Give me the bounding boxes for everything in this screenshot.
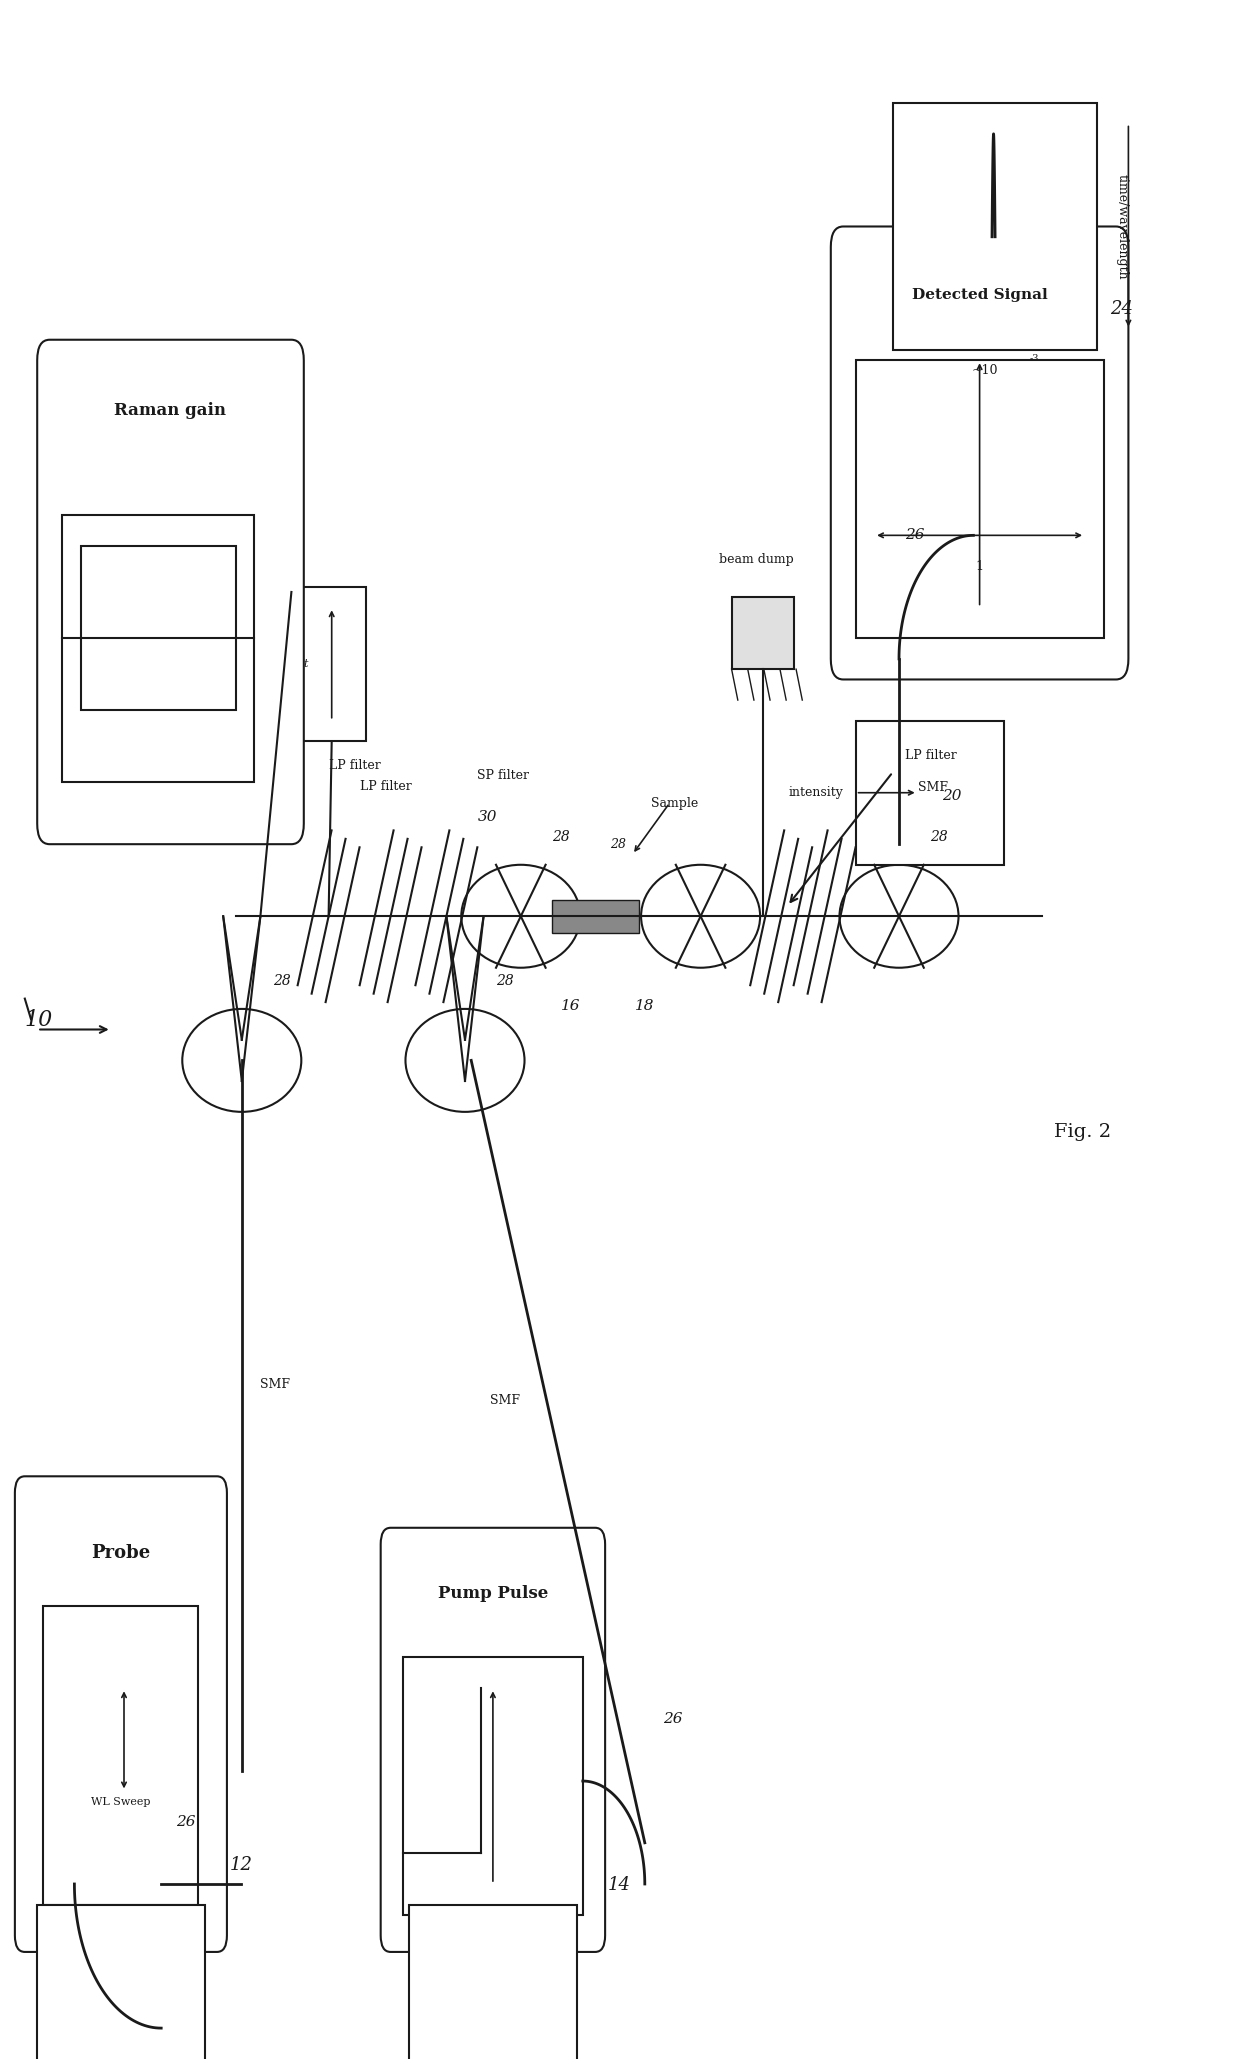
Text: SMF: SMF [260, 1377, 290, 1392]
Ellipse shape [839, 865, 959, 968]
Bar [81, 546, 236, 710]
Text: 26: 26 [905, 529, 925, 542]
Text: 10: 10 [25, 1009, 53, 1032]
Bar [552, 900, 639, 933]
Text: ~10: ~10 [972, 364, 998, 377]
Text: 28: 28 [496, 974, 513, 988]
Text: Sample: Sample [651, 797, 698, 809]
Text: LP filter: LP filter [329, 760, 381, 772]
Text: 1: 1 [976, 560, 983, 572]
Text: time/wavelength: time/wavelength [1116, 173, 1128, 280]
Text: t: t [304, 659, 309, 669]
Text: SMF: SMF [918, 780, 947, 795]
Ellipse shape [182, 1009, 301, 1112]
Bar [856, 721, 1004, 865]
Ellipse shape [641, 865, 760, 968]
Text: beam dump: beam dump [719, 554, 794, 566]
Bar [62, 515, 254, 782]
FancyBboxPatch shape [37, 340, 304, 844]
Text: WL Sweep: WL Sweep [92, 1798, 150, 1806]
Bar [409, 1905, 577, 2059]
Text: LP filter: LP filter [905, 749, 957, 762]
Text: 28: 28 [552, 830, 569, 844]
Text: 30: 30 [477, 809, 497, 824]
Text: 26: 26 [176, 1816, 196, 1828]
Text: 26: 26 [663, 1713, 683, 1725]
Text: 16: 16 [560, 999, 580, 1013]
Bar [298, 587, 366, 741]
Text: 28: 28 [610, 838, 626, 850]
Text: Probe: Probe [92, 1544, 150, 1563]
FancyBboxPatch shape [15, 1476, 227, 1952]
Text: LP filter: LP filter [360, 780, 412, 793]
Text: SP filter: SP filter [477, 770, 529, 782]
FancyBboxPatch shape [831, 226, 1128, 679]
Text: SMF: SMF [490, 1394, 520, 1406]
Bar [893, 103, 1097, 350]
Text: 12: 12 [229, 1855, 253, 1874]
Text: 20: 20 [942, 789, 962, 803]
Text: Pump Pulse: Pump Pulse [438, 1585, 548, 1602]
Text: 24: 24 [1110, 301, 1133, 317]
Bar [37, 1905, 205, 2059]
Bar [732, 597, 794, 669]
Ellipse shape [461, 865, 580, 968]
Bar [43, 1606, 198, 1905]
Text: 28: 28 [273, 974, 290, 988]
Text: Fig. 2: Fig. 2 [1054, 1124, 1111, 1141]
Text: 18: 18 [635, 999, 655, 1013]
Ellipse shape [405, 1009, 525, 1112]
Bar [403, 1657, 583, 1915]
FancyBboxPatch shape [381, 1528, 605, 1952]
Text: Detected Signal: Detected Signal [911, 288, 1048, 303]
Text: 14: 14 [608, 1876, 631, 1894]
Bar [856, 360, 1104, 638]
Text: Raman gain: Raman gain [114, 402, 227, 418]
Text: 28: 28 [930, 830, 947, 844]
Text: -3: -3 [1029, 354, 1039, 362]
Text: intensity: intensity [789, 787, 843, 799]
